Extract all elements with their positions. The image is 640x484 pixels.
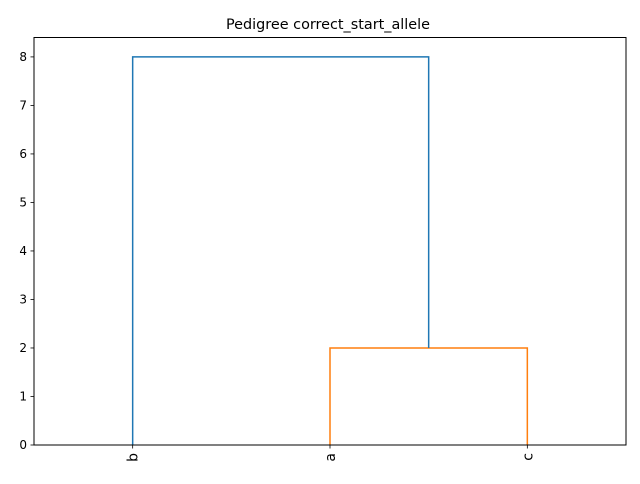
y-tick-label: 2 bbox=[19, 341, 27, 355]
y-tick-label: 0 bbox=[19, 438, 27, 452]
chart-title: Pedigree correct_start_allele bbox=[226, 17, 430, 33]
leaf-label-a: a bbox=[323, 453, 339, 462]
y-tick-label: 8 bbox=[19, 50, 27, 64]
plot-frame bbox=[33, 37, 627, 446]
dendrogram-link-2 bbox=[131, 56, 430, 445]
leaf-label-c: c bbox=[520, 453, 536, 461]
y-tick-label: 6 bbox=[19, 147, 27, 161]
y-axis: 0 1 2 3 4 5 6 7 8 bbox=[19, 50, 34, 452]
dendrogram-links bbox=[131, 56, 529, 445]
y-tick-label: 3 bbox=[19, 292, 27, 306]
y-tick-label: 5 bbox=[19, 195, 27, 209]
leaf-label-b: b bbox=[126, 453, 142, 462]
y-tick-label: 4 bbox=[19, 244, 27, 258]
y-tick-label: 1 bbox=[19, 389, 27, 403]
y-tick-label: 7 bbox=[19, 98, 27, 112]
